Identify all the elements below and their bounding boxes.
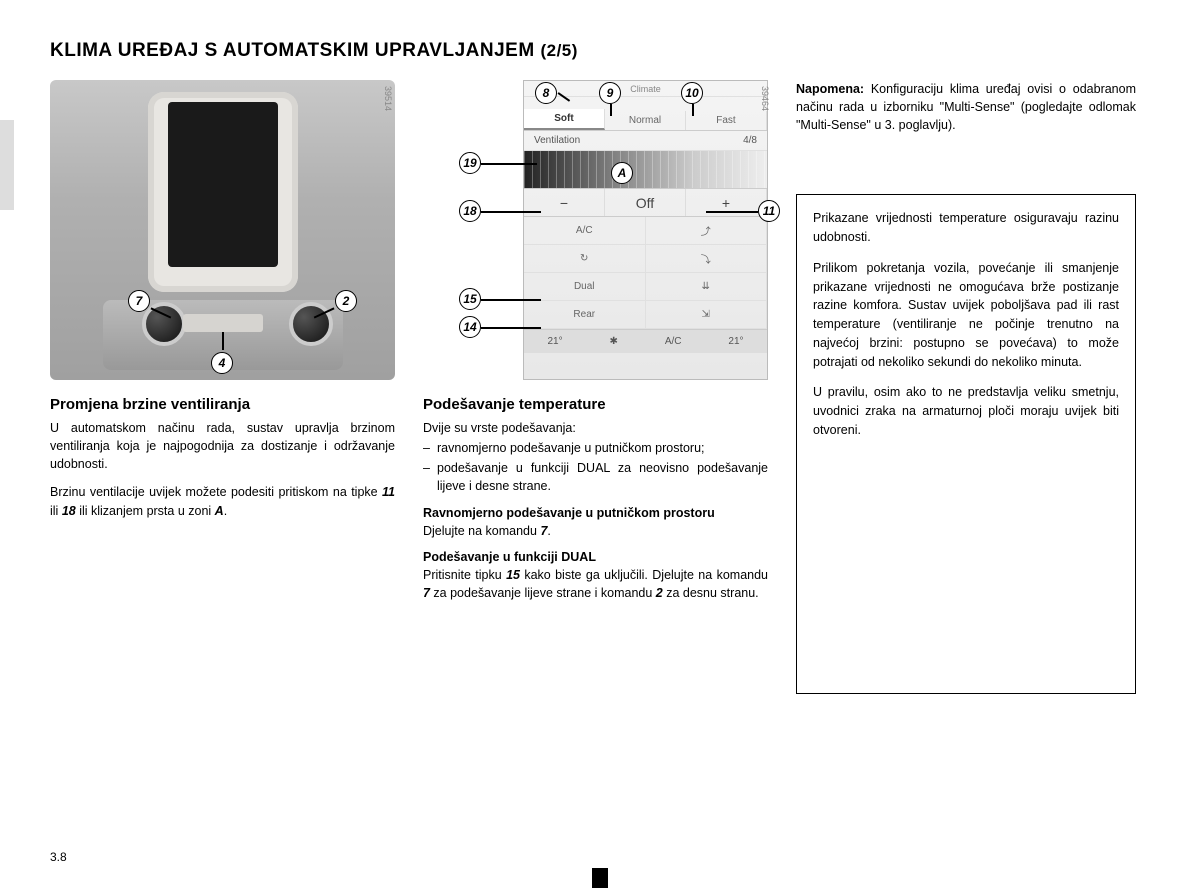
right-temp: 21° (728, 336, 743, 347)
cell-flow3[interactable]: ⇊ (646, 273, 768, 301)
li2: podešavanje u funkciji DUAL za neovisno … (437, 459, 768, 495)
photo-id-2: 39464 (760, 86, 770, 111)
lead-9 (610, 104, 612, 116)
ventilation-row: Ventilation 4/8 (524, 131, 767, 151)
callout-2: 2 (335, 290, 357, 312)
cell-ac[interactable]: A/C (524, 217, 646, 245)
lead-19 (481, 163, 537, 165)
t: ili (50, 504, 62, 518)
dash-screen (168, 102, 278, 267)
off-button[interactable]: Off (605, 189, 686, 216)
t: kako biste ga uključili. Djelujte na kom… (520, 568, 768, 582)
ui-screen: Climate Soft Normal Fast Ventilation 4/8… (523, 80, 768, 380)
note-label: Napomena: (796, 82, 864, 96)
callout-10: 10 (681, 82, 703, 104)
ui-tabs: Soft Normal Fast (524, 97, 767, 131)
t: . (224, 504, 227, 518)
callout-14: 14 (459, 316, 481, 338)
t: Brzinu ventilacije uvijek možete podesit… (50, 485, 382, 499)
tab-soft[interactable]: Soft (524, 109, 605, 130)
columns: 39514 7 2 4 Promjena brzine ventiliranja… (50, 80, 1150, 694)
left-temp: 21° (547, 336, 562, 347)
callout-A: A (611, 162, 633, 184)
t: ili klizanjem prsta u zoni (76, 504, 215, 518)
callout-11: 11 (758, 200, 780, 222)
cell-recirc[interactable]: ↻ (524, 245, 646, 273)
col1-p2: Brzinu ventilacije uvijek možete podesit… (50, 483, 395, 519)
tab-fast[interactable]: Fast (686, 111, 767, 130)
sub1-p: Djelujte na komandu 7. (423, 522, 768, 540)
ui-bottom-bar: 21° ✱ A/C 21° (524, 329, 767, 353)
t: Djelujte na komandu (423, 524, 540, 538)
heading-ventilation: Promjena brzine ventiliranja (50, 396, 395, 413)
lead-14 (481, 327, 541, 329)
page-number: 3.8 (50, 850, 67, 864)
cell-dual[interactable]: Dual (524, 273, 646, 301)
dashboard-figure: 39514 7 2 4 (50, 80, 395, 380)
ref-15: 15 (506, 568, 520, 582)
cell-flow2[interactable]: ⤵ (646, 245, 768, 273)
box-p2: Prilikom pokretanja vozila, povećanje il… (813, 259, 1119, 372)
heading-temperature: Podešavanje temperature (423, 396, 768, 413)
ref-2: 2 (656, 586, 663, 600)
col1-p1: U automatskom načinu rada, sustav upravl… (50, 419, 395, 473)
col2-intro: Dvije su vrste podešavanja: (423, 419, 768, 437)
lead-10 (692, 104, 694, 116)
column-2: Climate Soft Normal Fast Ventilation 4/8… (423, 80, 768, 694)
climate-label: Climate (630, 84, 661, 94)
column-1: 39514 7 2 4 Promjena brzine ventiliranja… (50, 80, 395, 694)
button-strip (183, 314, 263, 332)
lead-4 (222, 332, 224, 350)
vent-value: 4/8 (743, 135, 757, 146)
page-title: KLIMA UREĐAJ S AUTOMATSKIM UPRAVLJANJEM … (50, 40, 1150, 62)
ac-bottom: A/C (665, 336, 682, 347)
photo-id: 39514 (383, 86, 393, 111)
knob-left (142, 302, 186, 346)
lead-18 (481, 211, 541, 213)
col3-note: Napomena: Konfiguraciju klima uređaj ovi… (796, 80, 1136, 134)
info-box: Prikazane vrijednosti temperature osigur… (796, 194, 1136, 694)
column-3: Napomena: Konfiguraciju klima uređaj ovi… (796, 80, 1136, 694)
cell-rear[interactable]: Rear (524, 301, 646, 329)
t: za desnu stranu. (663, 586, 759, 600)
pm-row: − Off + (524, 189, 767, 217)
tab-normal[interactable]: Normal (605, 111, 686, 130)
vent-label: Ventilation (534, 135, 580, 146)
ventilation-slider[interactable] (524, 151, 767, 189)
callout-15: 15 (459, 288, 481, 310)
callout-19: 19 (459, 152, 481, 174)
t: za podešavanje lijeve strane i komandu (430, 586, 656, 600)
bottom-tab (592, 868, 608, 888)
col2-list: ravnomjerno podešavanje u putničkom pros… (423, 439, 768, 495)
fan-icon: ✱ (610, 336, 618, 347)
ui-grid: A/C ⤴ ↻ ⤵ Dual ⇊ Rear ⇲ (524, 217, 767, 329)
callout-8: 8 (535, 82, 557, 104)
ref-A: A (215, 504, 224, 518)
box-p1: Prikazane vrijednosti temperature osigur… (813, 209, 1119, 247)
callout-18: 18 (459, 200, 481, 222)
lead-11 (706, 211, 758, 213)
callout-7: 7 (128, 290, 150, 312)
title-sub: (2/5) (540, 41, 577, 60)
ref-7b: 7 (423, 586, 430, 600)
title-main: KLIMA UREĐAJ S AUTOMATSKIM UPRAVLJANJEM (50, 40, 540, 61)
sub2: Podešavanje u funkciji DUAL (423, 550, 768, 564)
ref-11: 11 (382, 485, 395, 499)
t: Pritisnite tipku (423, 568, 506, 582)
sub2-p: Pritisnite tipku 15 kako biste ga uključ… (423, 566, 768, 602)
cell-flow4[interactable]: ⇲ (646, 301, 768, 329)
lead-15 (481, 299, 541, 301)
side-tab (0, 120, 14, 210)
cell-flow1[interactable]: ⤴ (646, 217, 768, 245)
box-p3: U pravilu, osim ako to ne predstavlja ve… (813, 383, 1119, 439)
ui-figure: Climate Soft Normal Fast Ventilation 4/8… (423, 80, 768, 380)
ref-18: 18 (62, 504, 76, 518)
callout-4: 4 (211, 352, 233, 374)
t: . (547, 524, 550, 538)
callout-9: 9 (599, 82, 621, 104)
knob-right (289, 302, 333, 346)
li1: ravnomjerno podešavanje u putničkom pros… (437, 439, 768, 457)
sub1: Ravnomjerno podešavanje u putničkom pros… (423, 506, 768, 520)
